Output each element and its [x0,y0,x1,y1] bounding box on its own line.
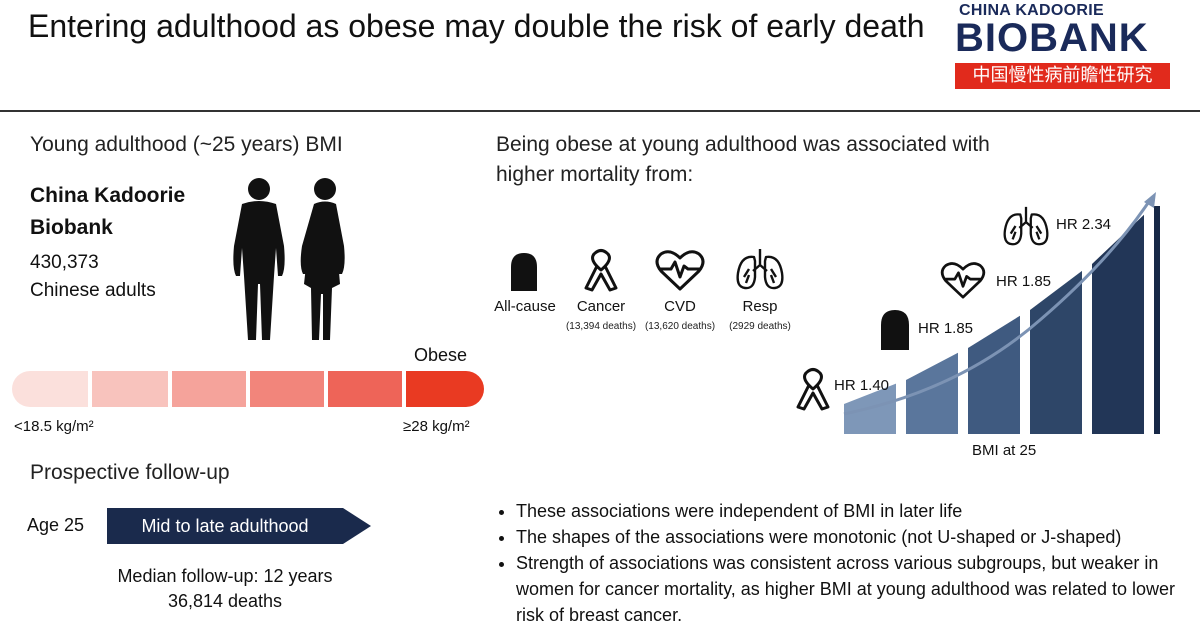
finding-item: The shapes of the associations were mono… [516,524,1188,550]
tombstone-icon [511,253,537,291]
page-title: Entering adulthood as obese may double t… [28,8,925,44]
bmi-scale-segment-1 [12,371,88,407]
bars-axis-label: BMI at 25 [972,442,1037,459]
biobank-logo: CHINA KADOORIE BIOBANK 中国慢性病前瞻性研究 [955,2,1170,90]
hr-cancer: HR 1.40 [834,377,890,394]
bmi-bar [906,352,958,434]
cohort-name: China Kadoorie Biobank [30,180,185,244]
bmi-bar [1030,270,1082,434]
bmi-scale-segment-2 [92,371,168,407]
hr-allcause: HR 1.85 [918,320,974,337]
finding-item: Strength of associations was consistent … [516,550,1188,628]
cause-label-cancer: Cancer [576,298,626,315]
cause-label-allcause: All-cause [494,298,556,315]
cohort-desc: Chinese adults [30,280,156,301]
finding-item: These associations were independent of B… [516,498,1188,524]
followup-heading: Prospective follow-up [30,461,230,484]
logo-main-text: BIOBANK [955,16,1149,60]
hr-resp: HR 2.34 [1056,216,1112,233]
cause-note-resp: (2929 deaths) [729,321,791,332]
bmi-bar [1092,214,1144,434]
bmi-bar [968,315,1020,434]
hr-ribbon-icon [796,368,830,411]
followup-arrow-label: Mid to late adulthood [141,516,309,536]
logo-chinese-text: 中国慢性病前瞻性研究 [955,63,1170,89]
cohort-name-line2: Biobank [30,216,113,239]
scale-right-label: ≥28 kg/m² [403,418,470,435]
mortality-heading: Being obese at young adulthood was assoc… [496,130,990,190]
cause-note-cvd: (13,620 deaths) [644,321,716,332]
findings-list: These associations were independent of B… [498,498,1188,628]
total-deaths: 36,814 deaths [167,591,283,611]
ribbon-icon [584,249,618,292]
logo-top-text: CHINA KADOORIE [959,2,1104,19]
cause-label-cvd: CVD [664,298,696,315]
median-followup: Median follow-up: 12 years [117,566,333,586]
cohort-size: 430,373 Chinese adults [30,249,156,305]
age-label: Age 25 [27,515,85,535]
bmi-scale-segment-5 [328,371,402,407]
bmi-scale-segment-6 [406,371,484,407]
hr-cvd: HR 1.85 [996,273,1052,290]
bmi-risk-bars [843,192,1160,434]
hr-lungs-icon [1003,206,1049,246]
scale-left-label: <18.5 kg/m² [14,418,94,435]
mortality-heading-line1: Being obese at young adulthood was assoc… [496,133,990,156]
hr-tombstone-icon [881,310,909,350]
hr-heart-icon [940,262,986,299]
cause-label-resp: Resp [742,298,778,315]
bmi-heading: Young adulthood (~25 years) BMI [30,133,343,156]
heart-icon [655,250,705,291]
cohort-name-line1: China Kadoorie [30,184,186,207]
bmi-scale-segment-4 [250,371,324,407]
cause-note-cancer: (13,394 deaths) [565,321,637,332]
scale-top-label: Obese [414,345,468,365]
bmi-scale-segment-3 [172,371,246,407]
followup-stats: Median follow-up: 12 years 36,814 deaths [40,564,410,614]
followup-arrow [107,508,371,544]
mortality-heading-line2: higher mortality from: [496,163,694,186]
cohort-count: 430,373 [30,252,99,273]
people-silhouette-icon [233,178,345,340]
header-divider [0,110,1200,112]
lungs-icon [736,249,784,290]
bmi-bar [1154,206,1160,434]
